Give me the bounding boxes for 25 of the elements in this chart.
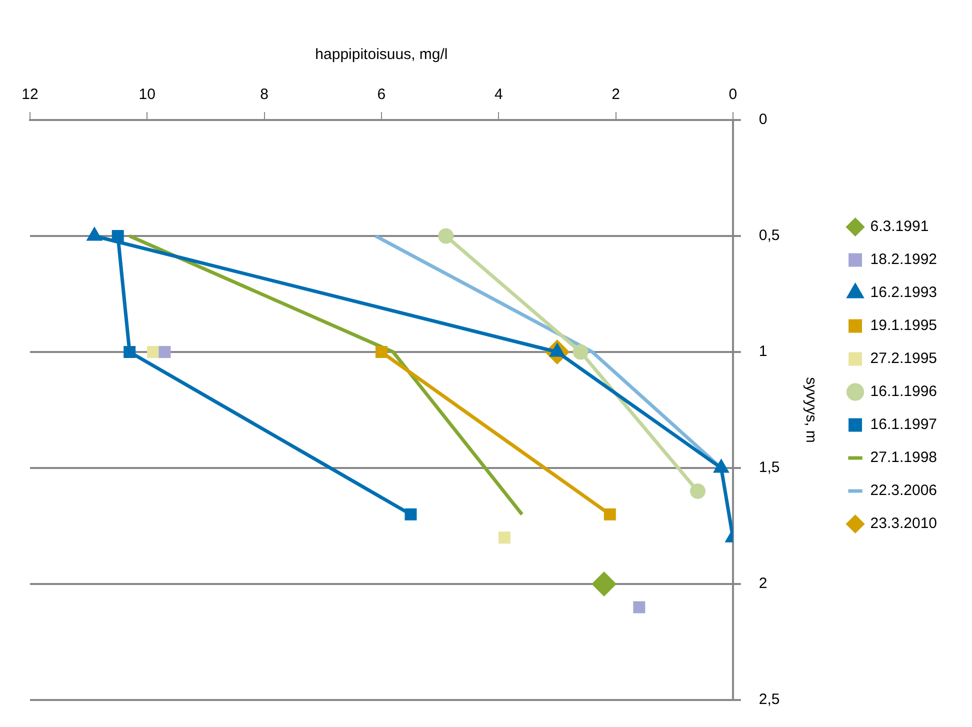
legend-label: 18.2.1992 <box>870 251 938 268</box>
x-tick-label: 10 <box>138 86 156 104</box>
y-axis-title: syvyys, m <box>802 377 820 443</box>
legend-label: 27.1.1998 <box>870 449 938 466</box>
legend-label: 16.1.1997 <box>870 416 938 434</box>
legend-label: 23.3.2010 <box>870 515 938 532</box>
x-axis-title: happipitoisuus, mg/l <box>315 46 448 64</box>
legend-label: 27.2.1995 <box>870 350 938 368</box>
x-tick-label: 4 <box>494 86 503 104</box>
x-tick-label: 6 <box>377 86 386 104</box>
x-tick-label: 0 <box>728 86 738 104</box>
legend-label: 22.3.2006 <box>870 482 938 500</box>
x-tick-label: 8 <box>260 86 268 104</box>
legend-label: 19.1.1995 <box>870 317 938 334</box>
legend-label: 16.1.1996 <box>870 383 938 400</box>
y-tick-label: 0,5 <box>758 227 780 244</box>
legend-label: 16.2.1993 <box>870 284 938 302</box>
y-tick-label: 2 <box>758 575 768 592</box>
legend-label: 6.3.1991 <box>870 218 929 236</box>
y-tick-label: 0 <box>758 111 768 128</box>
x-tick-label: 2 <box>612 86 620 104</box>
y-tick-label: 1,5 <box>758 459 780 476</box>
y-tick-label: 2,5 <box>758 691 780 708</box>
x-tick-label: 12 <box>22 86 38 104</box>
y-tick-label: 1 <box>758 343 768 360</box>
